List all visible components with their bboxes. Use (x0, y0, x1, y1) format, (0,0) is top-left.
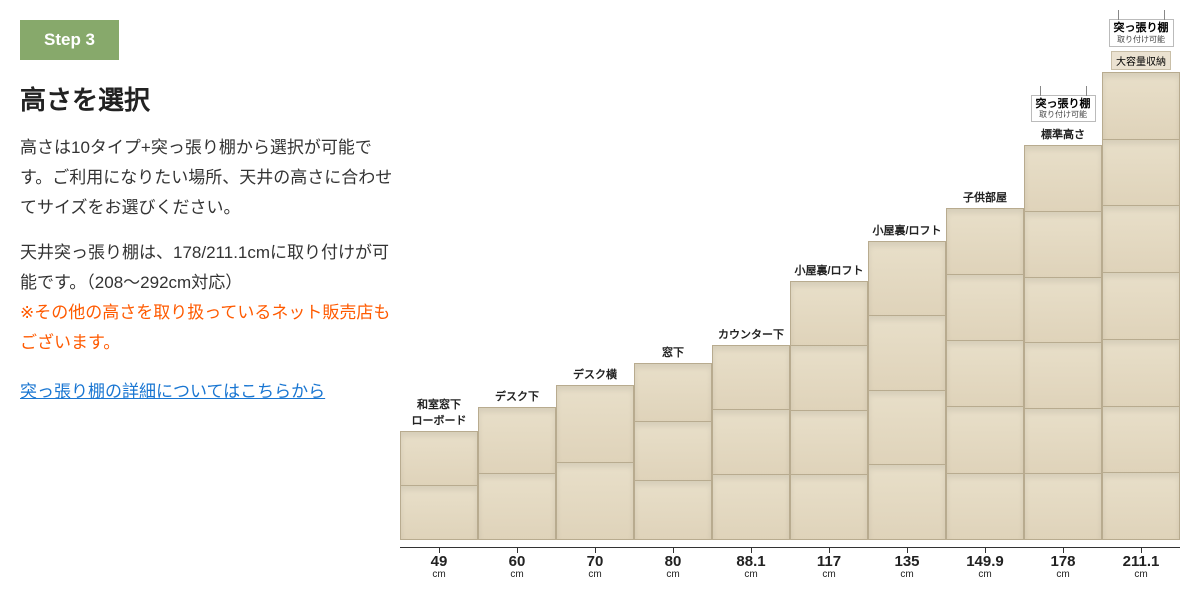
x-axis-tick: 178cm (1024, 548, 1102, 580)
shelf-segment (1103, 140, 1179, 207)
shelf-segment (713, 346, 789, 411)
shelf-segment (791, 346, 867, 411)
shelf-segment (557, 386, 633, 463)
shelf-segment (1025, 474, 1101, 540)
x-axis-tick: 211.1cm (1102, 548, 1180, 580)
shelf-column: 小屋裏/ロフト (868, 222, 946, 540)
shelf-segment (1025, 409, 1101, 475)
shelf-segment (1103, 206, 1179, 273)
shelf-bar (556, 385, 634, 540)
shelf-segment (1103, 273, 1179, 340)
shelf-column: 和室窓下ローボード (400, 396, 478, 540)
shelf-segment (713, 410, 789, 475)
shelf-use-label: デスク横 (573, 366, 617, 382)
x-axis-tick: 60cm (478, 548, 556, 580)
x-axis-tick: 149.9cm (946, 548, 1024, 580)
shelf-segment (557, 463, 633, 540)
shelf-segment (479, 408, 555, 474)
x-axis-tick: 88.1cm (712, 548, 790, 580)
shelf-segment (401, 432, 477, 486)
shelf-segment (791, 282, 867, 347)
shelf-segment (947, 275, 1023, 341)
shelf-bar (712, 345, 790, 540)
shelf-bar (868, 241, 946, 540)
shelf-bar (478, 407, 556, 540)
description-warning: ※その他の高さを取り扱っているネット販売店もございます。 (20, 303, 390, 352)
shelf-column: デスク下 (478, 388, 556, 540)
shelf-segment (1103, 407, 1179, 474)
description-2: 天井突っ張り棚は、178/211.1cmに取り付けが可能です。（208〜292c… (20, 238, 400, 357)
shelf-column: 小屋裏/ロフト (790, 262, 868, 540)
shelf-segment (1025, 212, 1101, 278)
shelf-use-label: 子供部屋 (963, 189, 1007, 205)
shelf-segment (1103, 473, 1179, 540)
shelf-bar (1024, 145, 1102, 540)
shelf-segment (791, 475, 867, 540)
shelf-use-label: 和室窓下ローボード (412, 396, 467, 428)
x-axis-tick: 70cm (556, 548, 634, 580)
shelf-segment (947, 407, 1023, 473)
shelf-segment (635, 481, 711, 540)
height-chart: 和室窓下ローボードデスク下デスク横窓下カウンター下小屋裏/ロフト小屋裏/ロフト子… (400, 20, 1180, 580)
shelf-segment (791, 411, 867, 476)
detail-link[interactable]: 突っ張り棚の詳細についてはこちらから (20, 377, 325, 402)
shelf-segment (635, 364, 711, 423)
shelf-segment (401, 486, 477, 540)
shelf-segment (869, 316, 945, 391)
shelf-use-label: 標準高さ (1041, 126, 1085, 142)
text-column: Step 3 高さを選択 高さは10タイプ+突っ張り棚から選択が可能です。ご利用… (20, 20, 400, 580)
shelf-use-label: 小屋裏/ロフト (872, 222, 941, 238)
shelf-column: 子供部屋 (946, 189, 1024, 540)
shelf-bar (634, 363, 712, 540)
x-axis-tick: 80cm (634, 548, 712, 580)
extension-label: 突っ張り棚取り付け可能 (1109, 19, 1174, 47)
x-axis-tick: 117cm (790, 548, 868, 580)
shelf-column: デスク横 (556, 366, 634, 540)
shelf-use-label: 小屋裏/ロフト (794, 262, 863, 278)
shelf-segment (947, 474, 1023, 540)
shelf-segment (869, 391, 945, 466)
shelf-segment (479, 474, 555, 540)
shelf-column: 突っ張り棚取り付け可能大容量収納 (1102, 19, 1180, 540)
description-2a: 天井突っ張り棚は、178/211.1cmに取り付けが可能です。（208〜292c… (20, 243, 389, 292)
shelf-bar (946, 208, 1024, 540)
extra-tag: 大容量収納 (1111, 51, 1171, 70)
shelf-segment (869, 242, 945, 317)
shelf-segment (1025, 343, 1101, 409)
shelf-bar (1102, 72, 1180, 540)
shelf-segment (869, 465, 945, 540)
description-1: 高さは10タイプ+突っ張り棚から選択が可能です。ご利用になりたい場所、天井の高さ… (20, 133, 400, 222)
shelf-segment (713, 475, 789, 540)
shelf-segment (1025, 146, 1101, 212)
section-heading: 高さを選択 (20, 80, 400, 117)
shelf-segment (947, 341, 1023, 407)
shelf-use-label: デスク下 (495, 388, 539, 404)
shelf-use-label: カウンター下 (718, 326, 784, 342)
x-axis-tick: 135cm (868, 548, 946, 580)
extension-label: 突っ張り棚取り付け可能 (1031, 95, 1096, 123)
shelf-bar (790, 281, 868, 540)
shelf-segment (1025, 278, 1101, 344)
shelf-segment (947, 209, 1023, 275)
shelf-segment (1103, 340, 1179, 407)
shelf-segment (1103, 73, 1179, 140)
step-badge: Step 3 (20, 20, 119, 60)
x-axis-tick: 49cm (400, 548, 478, 580)
shelf-column: カウンター下 (712, 326, 790, 540)
shelf-segment (635, 422, 711, 481)
shelf-column: 突っ張り棚取り付け可能標準高さ (1024, 95, 1102, 540)
shelf-bar (400, 431, 478, 540)
shelf-use-label: 窓下 (662, 344, 684, 360)
shelf-column: 窓下 (634, 344, 712, 540)
